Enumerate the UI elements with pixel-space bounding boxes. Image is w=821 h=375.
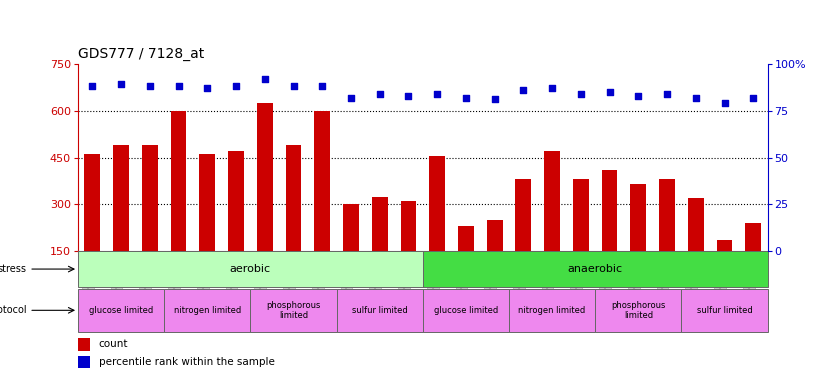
Point bbox=[517, 87, 530, 93]
Bar bbox=[423, 289, 509, 332]
Bar bbox=[516, 179, 531, 298]
Text: anaerobic: anaerobic bbox=[567, 264, 623, 274]
Text: percentile rank within the sample: percentile rank within the sample bbox=[99, 357, 274, 367]
Point bbox=[661, 91, 674, 97]
Bar bbox=[142, 145, 158, 298]
Text: GSM29926: GSM29926 bbox=[285, 255, 294, 297]
Bar bbox=[401, 201, 416, 298]
Point bbox=[690, 94, 703, 100]
Text: GSM29922: GSM29922 bbox=[227, 255, 236, 297]
Bar bbox=[458, 226, 474, 298]
Text: GSM29949: GSM29949 bbox=[716, 255, 725, 297]
Text: GSM29945: GSM29945 bbox=[630, 255, 639, 297]
Text: sulfur limited: sulfur limited bbox=[352, 306, 407, 315]
Text: GSM29912: GSM29912 bbox=[84, 255, 93, 297]
Point bbox=[172, 83, 186, 89]
Text: GSM29921: GSM29921 bbox=[199, 255, 208, 297]
Text: stress: stress bbox=[0, 264, 26, 274]
Point bbox=[316, 83, 329, 89]
Text: count: count bbox=[99, 339, 128, 350]
Bar bbox=[171, 111, 186, 298]
Bar bbox=[337, 289, 423, 332]
Bar bbox=[659, 179, 675, 298]
Bar bbox=[200, 154, 215, 298]
Point bbox=[86, 83, 99, 89]
Text: GSM29927: GSM29927 bbox=[314, 255, 323, 297]
Text: GSM29943: GSM29943 bbox=[601, 255, 609, 297]
Text: GSM29929: GSM29929 bbox=[342, 255, 351, 297]
Bar bbox=[314, 111, 330, 298]
Text: GSM29930: GSM29930 bbox=[371, 255, 379, 297]
Text: GSM29946: GSM29946 bbox=[658, 255, 667, 297]
Text: GSM29951: GSM29951 bbox=[745, 255, 754, 297]
Text: GDS777 / 7128_at: GDS777 / 7128_at bbox=[78, 47, 204, 62]
Text: GSM29937: GSM29937 bbox=[486, 255, 494, 297]
Point bbox=[632, 93, 645, 99]
Text: glucose limited: glucose limited bbox=[89, 306, 154, 315]
Bar bbox=[113, 145, 129, 298]
Point bbox=[460, 94, 473, 100]
Point bbox=[345, 94, 358, 100]
Bar bbox=[573, 179, 589, 298]
Bar bbox=[78, 251, 423, 287]
Bar bbox=[509, 289, 595, 332]
Text: nitrogen limited: nitrogen limited bbox=[174, 306, 241, 315]
Text: growth protocol: growth protocol bbox=[0, 305, 26, 315]
Text: GSM29917: GSM29917 bbox=[141, 255, 150, 297]
Bar bbox=[85, 154, 100, 298]
Bar bbox=[745, 223, 761, 298]
Point bbox=[144, 83, 157, 89]
Text: GSM29942: GSM29942 bbox=[572, 255, 581, 297]
Bar bbox=[372, 196, 388, 298]
Bar bbox=[78, 289, 164, 332]
Bar bbox=[250, 289, 337, 332]
Text: GSM29940: GSM29940 bbox=[544, 255, 552, 297]
Text: GSM29932: GSM29932 bbox=[400, 255, 409, 297]
Point bbox=[287, 83, 300, 89]
Bar bbox=[257, 103, 273, 298]
Bar bbox=[78, 356, 90, 368]
Text: GSM29939: GSM29939 bbox=[515, 255, 524, 297]
Text: GSM29924: GSM29924 bbox=[256, 255, 264, 297]
Point bbox=[230, 83, 243, 89]
Text: phosphorous
limited: phosphorous limited bbox=[611, 301, 666, 320]
Bar bbox=[544, 151, 560, 298]
Bar bbox=[595, 289, 681, 332]
Point bbox=[402, 93, 415, 99]
Text: GSM29920: GSM29920 bbox=[170, 255, 179, 297]
Bar bbox=[429, 156, 445, 298]
Text: glucose limited: glucose limited bbox=[433, 306, 498, 315]
Bar bbox=[717, 240, 732, 298]
Bar bbox=[487, 220, 502, 298]
Text: aerobic: aerobic bbox=[230, 264, 271, 274]
Text: GSM29936: GSM29936 bbox=[457, 255, 466, 297]
Bar bbox=[688, 198, 704, 298]
Bar bbox=[78, 338, 90, 351]
Text: phosphorous
limited: phosphorous limited bbox=[266, 301, 321, 320]
Text: nitrogen limited: nitrogen limited bbox=[519, 306, 585, 315]
Point bbox=[575, 91, 588, 97]
Bar bbox=[602, 170, 617, 298]
Bar bbox=[228, 151, 244, 298]
Bar bbox=[343, 204, 359, 298]
Point bbox=[603, 89, 616, 95]
Point bbox=[747, 94, 760, 100]
Bar bbox=[164, 289, 250, 332]
Point bbox=[488, 96, 501, 102]
Point bbox=[258, 76, 271, 82]
Bar bbox=[681, 289, 768, 332]
Point bbox=[718, 100, 732, 106]
Text: GSM29914: GSM29914 bbox=[112, 255, 122, 297]
Point bbox=[545, 85, 558, 91]
Point bbox=[431, 91, 444, 97]
Point bbox=[115, 81, 128, 87]
Text: sulfur limited: sulfur limited bbox=[697, 306, 752, 315]
Bar bbox=[286, 145, 301, 298]
Bar bbox=[631, 184, 646, 298]
Point bbox=[373, 91, 387, 97]
Bar bbox=[423, 251, 768, 287]
Text: GSM29948: GSM29948 bbox=[687, 255, 696, 297]
Point bbox=[201, 85, 214, 91]
Text: GSM29934: GSM29934 bbox=[429, 255, 438, 297]
